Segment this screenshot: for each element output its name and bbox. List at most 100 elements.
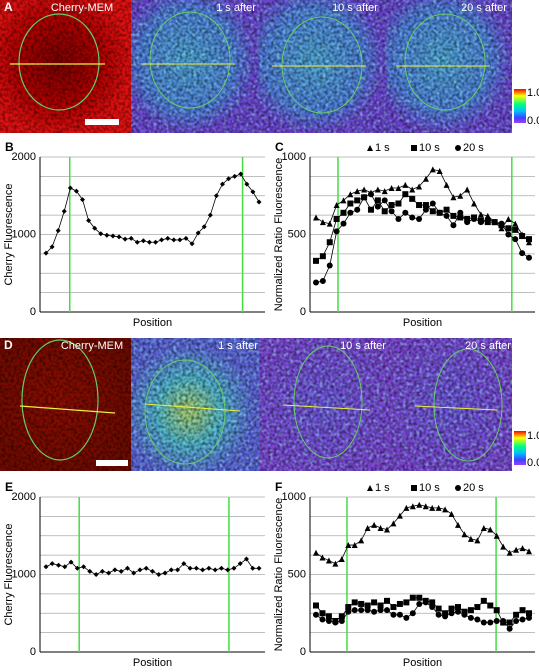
point [506,619,513,626]
point [112,567,118,573]
point [435,611,442,618]
point [395,216,402,222]
point [487,619,494,626]
point [354,206,361,213]
point [381,188,388,195]
y-tick-label: 1000 [12,568,36,580]
x-axis-title: Position [403,657,442,669]
point [388,202,395,209]
profile-line [282,404,371,411]
point [256,565,262,571]
point [313,611,319,618]
point [68,559,74,565]
point [332,560,339,567]
y-tick-label: 0 [30,646,36,658]
point [512,236,519,243]
point [526,236,532,243]
point [384,607,390,614]
point [388,208,395,215]
panel-label: B [5,140,14,154]
point [526,239,532,246]
point [162,570,168,576]
point [55,228,61,234]
image-caption: Cherry-MEM [61,340,123,352]
profile-line [414,405,498,411]
point [409,186,416,193]
point [347,191,354,198]
image-caption: Cherry-MEM [51,2,113,14]
point [377,602,384,609]
point [480,525,487,531]
panel-label: A [4,0,13,14]
point [358,600,365,607]
point [122,236,128,242]
point [450,212,457,219]
point [467,614,474,621]
point [455,608,461,615]
point [435,504,442,511]
colorbar-label: 1.0 [527,430,539,442]
point [313,279,319,286]
point [189,241,195,247]
x-axis-title: Position [133,657,172,669]
point [526,614,532,621]
point [396,611,403,618]
series-line [315,193,530,283]
point [175,567,181,573]
point [326,262,333,269]
point [207,212,213,218]
point [409,610,416,617]
point [416,183,423,190]
image-caption: 20 s after [461,2,507,14]
point [429,200,436,207]
y-tick-label: 0 [30,306,36,318]
point [416,600,423,607]
point [128,235,134,241]
point [193,565,199,571]
point [181,561,187,567]
point [92,225,98,231]
point [436,209,443,216]
point [450,222,457,229]
point [461,611,468,618]
point [345,542,352,549]
point [81,564,87,570]
point [104,232,110,238]
point [506,625,513,632]
point [487,602,494,609]
image-row-a [0,0,526,133]
point [61,208,67,214]
point [244,181,250,187]
point [340,197,347,204]
point [471,216,478,222]
point [326,239,333,246]
point [367,206,374,213]
point [377,607,384,614]
point [464,186,471,193]
point [374,203,381,210]
point [500,618,507,624]
point [487,526,494,533]
image-caption: 10 s after [332,2,378,14]
legend-label: 10 s [419,482,440,494]
point [62,564,68,570]
cell-outline [281,16,363,114]
point [435,605,442,612]
point [156,572,162,577]
point [110,233,116,239]
point [338,556,345,562]
point [195,230,201,236]
point [256,199,262,205]
point [422,175,429,182]
point [313,602,319,609]
point [319,278,326,284]
point [354,188,361,195]
point [371,599,378,606]
point [338,613,345,620]
point [250,565,256,571]
point [443,212,450,219]
point [381,197,388,204]
point [361,194,368,201]
panel-label: C [275,140,284,154]
point [87,568,93,574]
